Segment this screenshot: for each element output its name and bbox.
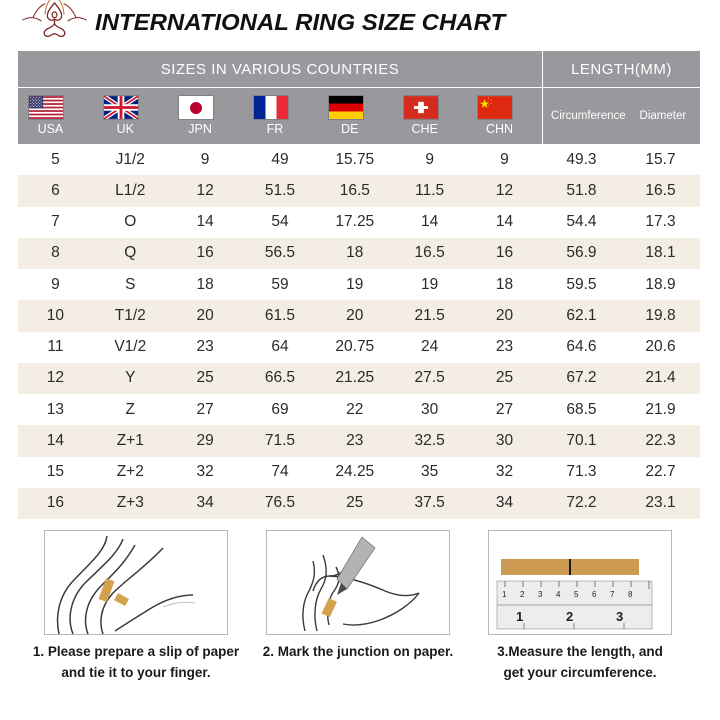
svg-text:2: 2 [566,609,573,624]
svg-text:5: 5 [574,590,579,599]
svg-text:2: 2 [520,590,525,599]
svg-text:1: 1 [516,609,523,624]
svg-text:4: 4 [556,590,561,599]
svg-text:6: 6 [592,590,597,599]
svg-text:7: 7 [610,590,615,599]
svg-text:8: 8 [628,590,633,599]
svg-text:3: 3 [538,590,543,599]
svg-text:3: 3 [616,609,623,624]
svg-text:1: 1 [502,590,507,599]
